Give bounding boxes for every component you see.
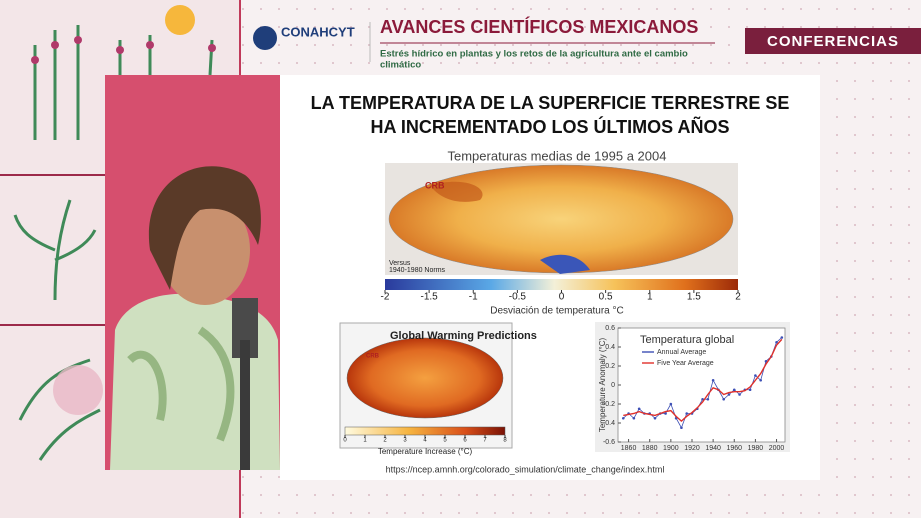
y-tick-label: 0 [611, 382, 615, 389]
map-title: Global Warming Predictions [390, 330, 537, 342]
y-tick-label: 0.2 [605, 363, 615, 370]
x-tick-label: 1980 [748, 445, 764, 452]
scale-tick-label: -1 [469, 292, 478, 303]
subtitle: Estrés hídrico en plantas y los retos de… [380, 49, 688, 60]
point [632, 416, 636, 420]
slide-title: HA INCREMENTADO LOS ÚLTIMOS AÑOS [371, 116, 730, 137]
badge-text: CONFERENCIAS [767, 33, 899, 50]
point [669, 402, 673, 406]
point [738, 393, 741, 396]
point [637, 407, 641, 411]
scale-tick-label: 0 [343, 438, 347, 444]
x-tick-label: 1940 [705, 445, 721, 452]
point [621, 416, 625, 420]
scale-tick-label: -0.5 [509, 292, 527, 303]
map-note: Versus [389, 260, 411, 267]
point [664, 412, 667, 415]
scale-tick-label: -1.5 [421, 292, 439, 303]
y-tick-label: -0.2 [603, 401, 615, 408]
header-title: AVANCES CIENTÍFICOS MEXICANOS [380, 16, 698, 37]
map-note: 1940-1980 Norms [389, 267, 446, 274]
point [748, 388, 752, 392]
x-tick-label: 1960 [726, 445, 742, 452]
chart-title: Temperatura global [640, 334, 734, 346]
speaker-video [105, 75, 280, 470]
map1-image [385, 163, 738, 290]
point [653, 416, 657, 420]
scale-label: Temperature Increase (°C) [378, 447, 473, 456]
subtitle: climático [380, 60, 421, 71]
legend-label: Annual Average [657, 349, 706, 356]
point [780, 336, 784, 339]
slide-title: LA TEMPERATURA DE LA SUPERFICIE TERRESTR… [311, 93, 790, 113]
legend-label: Five Year Average [657, 360, 714, 367]
scale-label: Desviación de temperatura °C [490, 306, 624, 317]
scale-tick-label: -2 [381, 292, 390, 303]
x-tick-label: 2000 [769, 445, 785, 452]
y-tick-label: 0.6 [605, 325, 615, 332]
scale-tick-label: 2 [735, 292, 741, 303]
map-label: CRB [366, 354, 380, 360]
badge [745, 28, 921, 54]
scale-tick-label: 1 [647, 292, 653, 303]
point [685, 412, 689, 415]
scale-tick-label: 1.5 [687, 292, 701, 303]
point [775, 340, 778, 344]
scale-tick-label: 0.5 [599, 292, 613, 303]
scale-tick-label: 4 [423, 438, 427, 444]
point [727, 393, 731, 396]
point [680, 426, 683, 430]
logo [253, 26, 277, 50]
point [764, 359, 768, 363]
point [706, 397, 710, 401]
scale-tick-label: 6 [463, 438, 467, 444]
map-title: Temperaturas medias de 1995 a 2004 [448, 148, 667, 163]
point [722, 397, 725, 401]
point [711, 378, 715, 382]
y-tick-label: -0.4 [603, 420, 615, 427]
scale-tick-label: 1 [363, 438, 367, 444]
x-tick-label: 1860 [621, 445, 637, 452]
point [732, 388, 736, 392]
chart-frame [595, 322, 790, 452]
y-tick-label: 0.4 [605, 344, 615, 351]
y-tick-label: -0.6 [603, 439, 615, 446]
x-tick-label: 1900 [663, 445, 679, 452]
map2-image [339, 322, 513, 449]
scale-tick-label: 3 [403, 438, 407, 444]
x-tick-label: 1920 [684, 445, 700, 452]
map-label: CRB [425, 180, 445, 190]
source-url: https://ncep.amnh.org/colorado_simulatio… [386, 464, 665, 474]
logo-text: CONAHCYT [281, 24, 355, 39]
scale-tick-label: 7 [483, 438, 487, 444]
line [623, 338, 783, 423]
y-axis-label: Temperature Anomaly (°C) [598, 337, 607, 432]
scale-tick-label: 2 [383, 438, 387, 444]
point [759, 378, 762, 382]
x-tick-label: 1880 [642, 445, 658, 452]
scale-tick-label: 0 [559, 292, 565, 303]
scale-tick-label: 5 [443, 438, 447, 444]
scale-tick-label: 8 [503, 438, 507, 444]
point [701, 397, 704, 401]
point [754, 374, 757, 377]
